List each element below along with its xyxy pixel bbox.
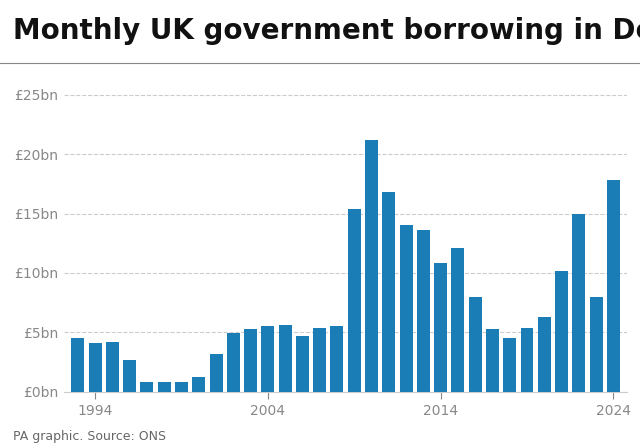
Text: Monthly UK government borrowing in December: Monthly UK government borrowing in Decem… [13,16,640,44]
Bar [434,263,447,392]
Bar [468,297,482,392]
Bar [330,326,344,392]
Bar [399,226,413,392]
Bar [106,342,119,392]
Bar [244,329,257,392]
Bar [486,329,499,392]
Bar [123,360,136,392]
Bar [589,297,603,392]
Bar [503,338,516,392]
Bar [140,382,154,392]
Bar [365,140,378,392]
Bar [417,230,430,392]
Bar [278,325,292,392]
Bar [71,338,84,392]
Bar [175,382,188,392]
Bar [555,271,568,392]
Bar [572,214,586,392]
Bar [607,180,620,392]
Text: PA graphic. Source: ONS: PA graphic. Source: ONS [13,430,166,443]
Bar [348,209,361,392]
Bar [451,248,465,392]
Bar [209,354,223,392]
Bar [192,377,205,392]
Bar [227,333,240,392]
Bar [157,382,171,392]
Bar [88,343,102,392]
Bar [538,317,551,392]
Bar [382,192,396,392]
Bar [296,336,309,392]
Bar [313,328,326,392]
Bar [261,326,275,392]
Bar [520,328,534,392]
